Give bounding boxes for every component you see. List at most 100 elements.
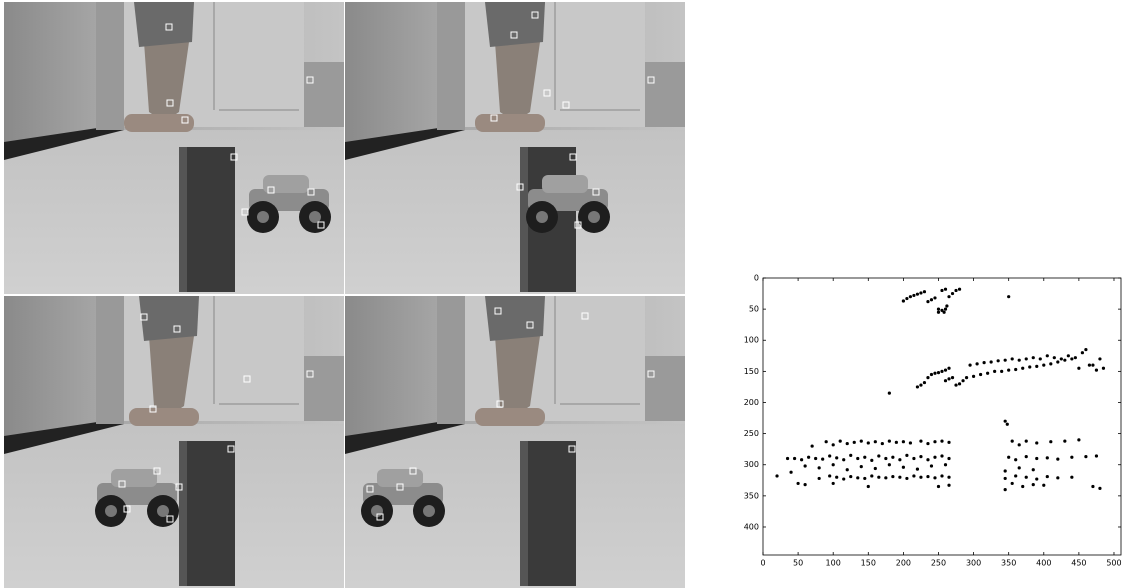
point [1056, 476, 1059, 479]
point [926, 475, 929, 478]
point [888, 392, 891, 395]
point [1063, 439, 1066, 442]
point [1091, 364, 1094, 367]
photo-panel [345, 296, 685, 588]
point [990, 360, 993, 363]
photo-panel [4, 2, 344, 294]
x-tick-label: 150 [861, 559, 876, 568]
y-tick-label: 250 [744, 429, 759, 438]
point [1014, 458, 1017, 461]
point [1014, 368, 1017, 371]
x-tick-label: 250 [931, 559, 946, 568]
point [912, 457, 915, 460]
point [1014, 474, 1017, 477]
point [849, 475, 852, 478]
point [856, 457, 859, 460]
point [775, 474, 778, 477]
point [979, 373, 982, 376]
y-tick-label: 0 [754, 274, 759, 283]
point [944, 308, 947, 311]
point [961, 379, 964, 382]
x-tick-label: 300 [966, 559, 981, 568]
point [944, 379, 947, 382]
point [1018, 466, 1021, 469]
point [874, 467, 877, 470]
point [954, 383, 957, 386]
point [1006, 423, 1009, 426]
point [1025, 476, 1028, 479]
point [877, 454, 880, 457]
point [965, 376, 968, 379]
x-tick-label: 350 [1001, 559, 1016, 568]
point [926, 376, 929, 379]
point [902, 440, 905, 443]
point [1035, 477, 1038, 480]
point [1063, 359, 1066, 362]
point [947, 441, 950, 444]
photo-panel [345, 2, 685, 294]
x-tick-label: 100 [826, 559, 841, 568]
point [926, 458, 929, 461]
point [1067, 354, 1070, 357]
point [958, 288, 961, 291]
point [1018, 443, 1021, 446]
point [1081, 351, 1084, 354]
point [856, 476, 859, 479]
point [983, 361, 986, 364]
point [1049, 440, 1052, 443]
point [912, 474, 915, 477]
point [849, 454, 852, 457]
point [937, 308, 940, 311]
point [860, 465, 863, 468]
figure: 0501001502002503003504004505000501001502… [0, 0, 1126, 588]
point [902, 466, 905, 469]
point [947, 476, 950, 479]
point [832, 482, 835, 485]
point [1007, 369, 1010, 372]
point [888, 439, 891, 442]
point [912, 294, 915, 297]
y-tick-label: 200 [744, 398, 759, 407]
point [1018, 359, 1021, 362]
point [909, 441, 912, 444]
point [877, 476, 880, 479]
point [916, 467, 919, 470]
x-tick-label: 500 [1106, 559, 1121, 568]
point [958, 382, 961, 385]
point [842, 477, 845, 480]
point [1004, 477, 1007, 480]
point [1028, 365, 1031, 368]
point [1070, 456, 1073, 459]
point [807, 456, 810, 459]
point [905, 454, 908, 457]
point [842, 458, 845, 461]
point [1056, 360, 1059, 363]
point [874, 440, 877, 443]
point [940, 439, 943, 442]
point [1102, 367, 1105, 370]
point [853, 441, 856, 444]
point [1035, 365, 1038, 368]
point [835, 476, 838, 479]
point [1060, 357, 1063, 360]
point [905, 297, 908, 300]
point [863, 456, 866, 459]
point [870, 474, 873, 477]
point [943, 311, 946, 314]
point [940, 454, 943, 457]
point [947, 295, 950, 298]
point [832, 443, 835, 446]
point [930, 464, 933, 467]
point [1007, 295, 1010, 298]
point [909, 295, 912, 298]
point [891, 475, 894, 478]
point [839, 439, 842, 442]
point [916, 385, 919, 388]
point [825, 440, 828, 443]
point [1095, 369, 1098, 372]
point [1011, 357, 1014, 360]
point [1032, 483, 1035, 486]
point [804, 483, 807, 486]
point [828, 454, 831, 457]
y-tick-label: 400 [744, 522, 759, 531]
